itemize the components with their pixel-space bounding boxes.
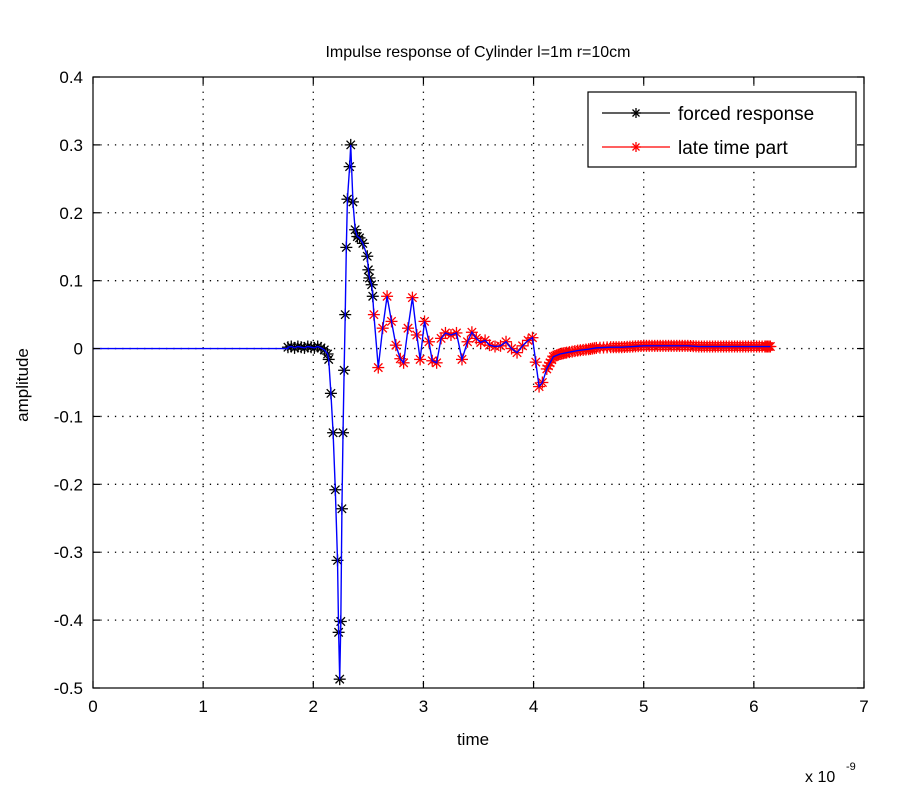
y-tick-label: -0.3 (54, 543, 83, 562)
x-axis-label: time (457, 730, 489, 749)
legend-label-forced: forced response (678, 104, 814, 125)
y-tick-label: 0.1 (59, 272, 83, 291)
chart-title: Impulse response of Cylinder l=1m r=10cm (325, 44, 630, 61)
y-tick-label: 0 (74, 340, 83, 359)
y-axis-label: amplitude (13, 348, 32, 422)
plot-area (93, 77, 864, 688)
x-tick-labels: 0 1 2 3 4 5 6 7 (88, 697, 868, 716)
x-tick-label: 0 (88, 697, 97, 716)
x-tick-label: 7 (859, 697, 868, 716)
star-stroke (632, 143, 640, 151)
x-tick-label: 2 (309, 697, 318, 716)
x-tick-label: 5 (639, 697, 648, 716)
legend-marker-late (631, 142, 641, 152)
ticks (92, 76, 865, 689)
y-tick-label: -0.4 (54, 611, 83, 630)
x-tick-label: 6 (749, 697, 758, 716)
y-tick-label: -0.5 (54, 679, 83, 698)
y-tick-label: -0.2 (54, 475, 83, 494)
x-tick-label: 4 (529, 697, 538, 716)
x-tick-label: 1 (198, 697, 207, 716)
y-tick-label: 0.3 (59, 136, 83, 155)
axes-box (92, 76, 865, 689)
x-tick-label: 3 (419, 697, 428, 716)
legend-marker-forced (631, 108, 641, 118)
x-exponent-power: -9 (846, 761, 856, 773)
y-tick-label: 0.4 (59, 68, 83, 87)
y-tick-label: -0.1 (54, 407, 83, 426)
y-tick-label: 0.2 (59, 204, 83, 223)
plot-lines (93, 138, 777, 686)
legend: forced response late time part (587, 91, 857, 168)
x-exponent-label: x 10 (805, 769, 835, 786)
star-stroke (632, 109, 640, 117)
legend-label-late: late time part (678, 138, 789, 159)
legend-star-late (631, 142, 641, 152)
legend-star-forced (631, 108, 641, 118)
signal-line (93, 144, 771, 680)
y-tick-labels: -0.5 -0.4 -0.3 -0.2 -0.1 0 0.1 0.2 0.3 0.4 (54, 68, 83, 698)
legend-box (587, 91, 857, 168)
